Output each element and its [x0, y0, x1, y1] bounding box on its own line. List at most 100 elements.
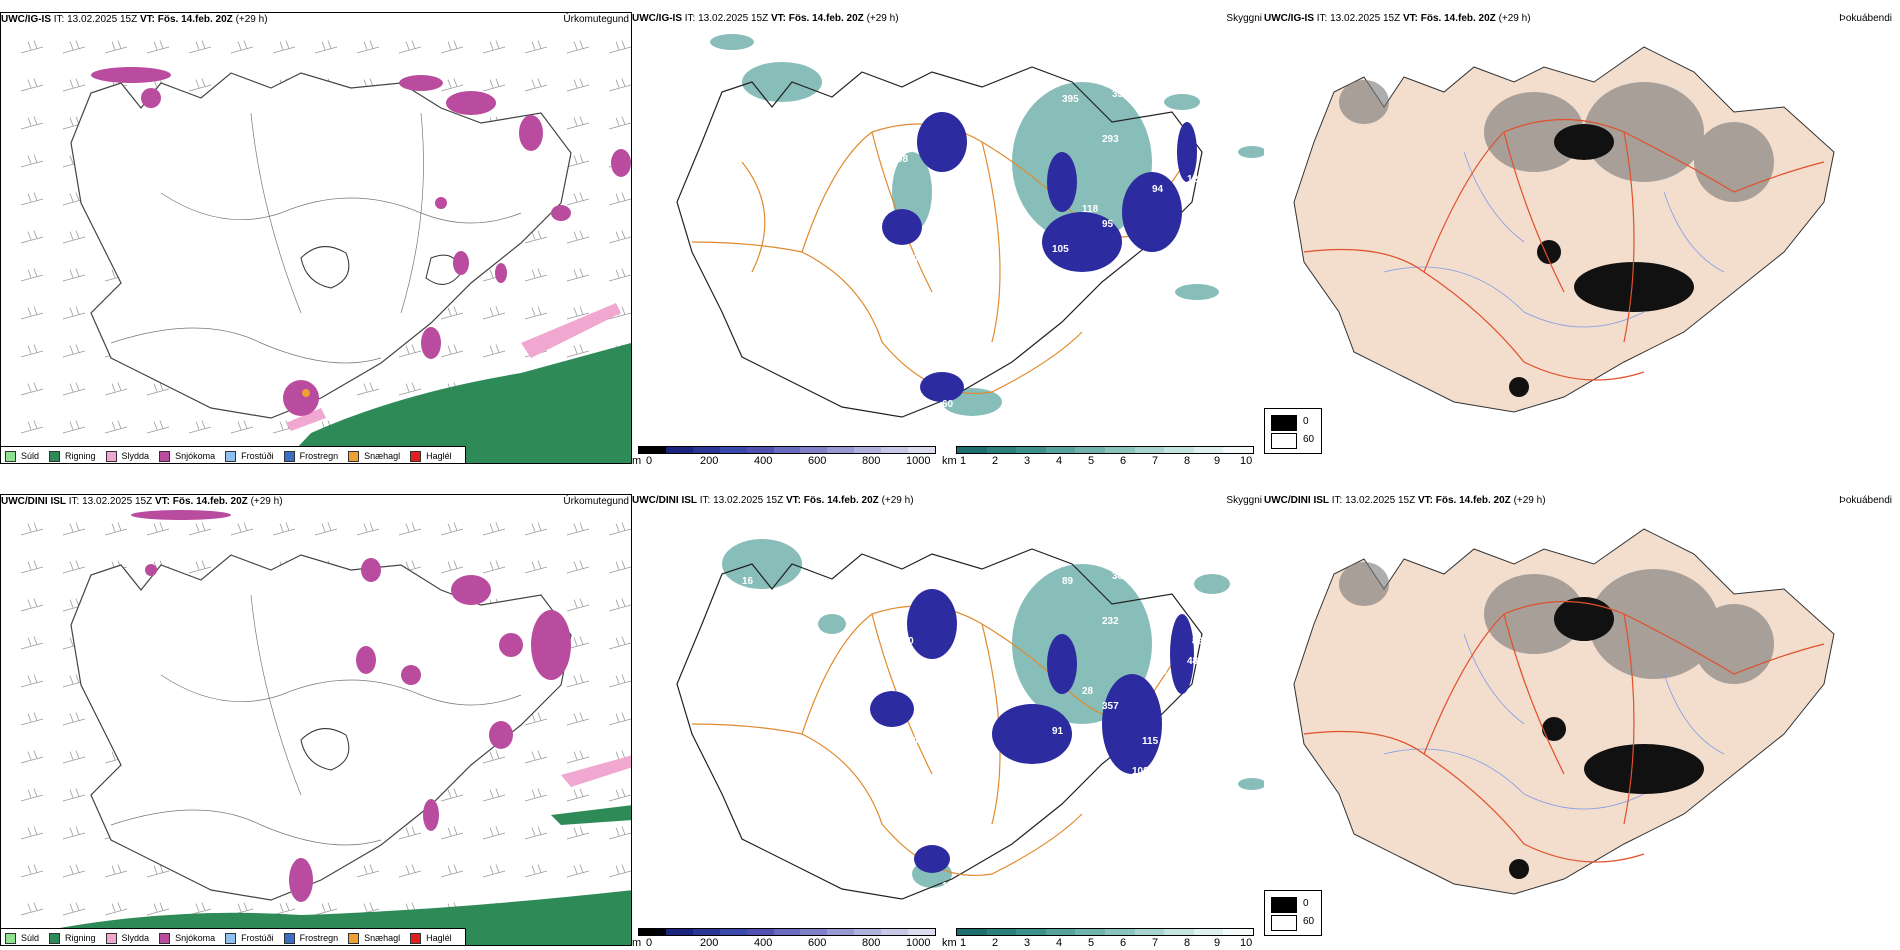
legend-item-freezing-rain: Frostregn [283, 932, 338, 944]
valid-time: VT: Fös. 14.feb. 20Z [785, 495, 879, 506]
wind-barb [314, 522, 338, 536]
fog-areas [1339, 80, 1774, 202]
cloud-base-label: 307 [1152, 666, 1169, 677]
legend-item-snow-pellets: Snæhagl [348, 450, 400, 462]
precip-legend-row1: Súld Rigning Slydda Snjókoma Frostúði Fr… [1, 446, 466, 463]
cloud-base-label: 98 [897, 154, 909, 165]
wind-barb [20, 40, 44, 54]
fog-legend-label: 0 [1303, 898, 1309, 909]
snow-areas [131, 510, 571, 902]
wind-barb [566, 674, 590, 688]
wind-barb [482, 40, 506, 54]
wind-barb [398, 522, 422, 536]
wind-barb [482, 344, 506, 358]
wind-barb [482, 560, 506, 574]
wind-barb [440, 306, 464, 320]
wind-barb [482, 788, 506, 802]
wind-barb [62, 712, 86, 726]
cloud-base-label: 118 [932, 661, 949, 672]
visibility-tick: 8 [1184, 455, 1191, 464]
fog-legend-label: 0 [1303, 416, 1309, 427]
wind-barb [314, 40, 338, 54]
wind-barb [566, 40, 590, 54]
wind-barb [608, 268, 631, 282]
lead-time: (+29 h) [866, 13, 899, 24]
wind-barb [20, 78, 44, 92]
legend-item-rain: Rigning [49, 450, 96, 462]
wind-barb [440, 788, 464, 802]
cloud-base-label: 354 [1112, 89, 1129, 100]
fog-header-row1: UWC/IG-IS IT: 13.02.2025 15Z VT: Fös. 14… [1264, 12, 1900, 28]
wind-barb [62, 420, 86, 434]
wind-barb [104, 864, 128, 878]
model-name: UWC/DINI ISL [632, 495, 697, 506]
sleet-areas [286, 303, 621, 431]
model-name: UWC/DINI ISL [1, 496, 66, 507]
wind-barb [62, 78, 86, 92]
cloud-base-label: 96 [1142, 254, 1154, 265]
visibility-colorbar: km 1 2 3 4 5 6 7 8 9 10 [942, 446, 1254, 464]
low-cloud-areas [882, 112, 1197, 402]
fog-legend-label: 60 [1303, 916, 1315, 927]
rivers [1383, 633, 1725, 810]
wind-barb [566, 230, 590, 244]
wind-barb [524, 788, 548, 802]
init-time: IT: 13.02.2025 15Z [53, 14, 138, 25]
wind-barb [62, 826, 86, 840]
panel-title: Þokuábendi [1839, 13, 1892, 24]
wind-barb [62, 268, 86, 282]
cloud-base-label: 114 [1132, 781, 1149, 792]
wind-barb [356, 522, 380, 536]
visibility-tick: 3 [1024, 937, 1031, 946]
panel-title: Úrkomutegund [563, 496, 629, 507]
cloud-base-label: 90 [907, 254, 919, 265]
visibility-tick: 9 [1214, 937, 1221, 946]
visibility-tick: 6 [1120, 455, 1127, 464]
wind-barb [608, 116, 631, 130]
fog-header-row2: UWC/DINI ISL IT: 13.02.2025 15Z VT: Fös.… [1264, 494, 1900, 510]
wind-barb [62, 864, 86, 878]
cloud-base-label: 95 [1102, 219, 1114, 230]
cloud-base-label: 357 [1102, 701, 1119, 712]
wind-barb [356, 40, 380, 54]
wind-barb [566, 78, 590, 92]
wind-barb [608, 78, 631, 92]
legend-item-snow: Snjókoma [159, 932, 215, 944]
cloud-base-label: 69 [1162, 264, 1174, 275]
init-time: IT: 13.02.2025 15Z [68, 496, 153, 507]
wind-barb [62, 230, 86, 244]
cloud-base-label: 232 [1102, 616, 1119, 627]
visibility-areas [710, 34, 1264, 416]
wind-barb [482, 522, 506, 536]
wind-barb [566, 192, 590, 206]
wind-barb [20, 788, 44, 802]
wind-barb [608, 598, 631, 612]
wind-barb [20, 382, 44, 396]
wind-barb [20, 420, 44, 434]
cloudbase-tick: 1000 [906, 455, 931, 464]
legend-item-snow: Snjókoma [159, 450, 215, 462]
cloud-base-label: 35 [727, 124, 739, 135]
panel-title: Skyggni [1226, 13, 1262, 24]
model-name: UWC/IG-IS [1, 14, 51, 25]
cloudbase-tick: 600 [808, 455, 827, 464]
panel-title: Úrkomutegund [563, 14, 629, 25]
visibility-tick: 10 [1240, 937, 1253, 946]
cloudbase-tick: 0 [646, 937, 653, 946]
wind-barb [20, 826, 44, 840]
fog-map [1293, 46, 1835, 413]
wind-barb [20, 230, 44, 244]
wind-barb [608, 230, 631, 244]
visibility-tick: 1 [960, 937, 967, 946]
cloud-base-label: 18 [1192, 204, 1204, 215]
wind-barb [230, 420, 254, 434]
low-cloud-areas [870, 589, 1194, 873]
lead-time: (+29 h) [1513, 495, 1546, 506]
wind-barb [62, 750, 86, 764]
fog-panel-row1: UWC/IG-IS IT: 13.02.2025 15Z VT: Fös. 14… [1264, 12, 1900, 464]
legend-item-sleet: Slydda [105, 450, 149, 462]
dense-fog-areas [1509, 597, 1704, 879]
wind-barb [62, 344, 86, 358]
wind-barb [608, 40, 631, 54]
